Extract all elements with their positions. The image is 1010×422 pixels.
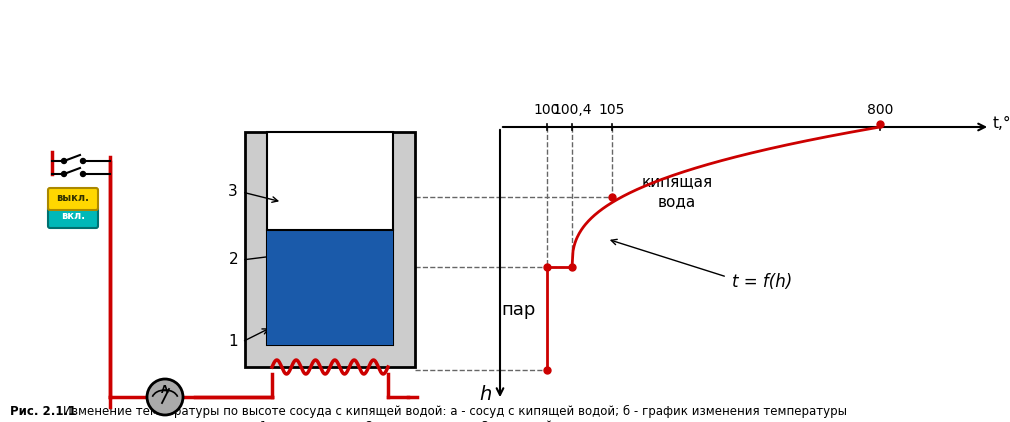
Text: t,°C: t,°C [993, 116, 1010, 132]
Circle shape [81, 159, 86, 163]
Text: 1: 1 [228, 335, 238, 349]
Text: 2: 2 [228, 252, 238, 268]
Circle shape [147, 379, 183, 415]
Circle shape [62, 159, 67, 163]
Text: пар: пар [502, 301, 536, 319]
FancyBboxPatch shape [48, 206, 98, 228]
Text: Изменение температуры по высоте сосуда с кипящей водой: а - сосуд с кипящей водо: Изменение температуры по высоте сосуда с… [63, 405, 847, 422]
Text: 3: 3 [228, 184, 238, 200]
Text: 100: 100 [534, 103, 561, 117]
FancyBboxPatch shape [48, 188, 98, 210]
Circle shape [81, 171, 86, 176]
Bar [245, 132, 415, 367]
Circle shape [62, 171, 67, 176]
Text: 105: 105 [599, 103, 625, 117]
Bar [267, 132, 393, 345]
Bar [267, 230, 393, 345]
Text: кипящая
вода: кипящая вода [641, 175, 713, 209]
Text: вкл.: вкл. [61, 211, 85, 221]
Text: 100,4: 100,4 [552, 103, 592, 117]
Text: h: h [480, 386, 492, 405]
Text: A: A [162, 385, 169, 395]
Text: выкл.: выкл. [57, 193, 90, 203]
Text: 800: 800 [867, 103, 893, 117]
Text: Рис. 2.1.1: Рис. 2.1.1 [10, 405, 76, 418]
Text: t = f(h): t = f(h) [732, 273, 792, 291]
